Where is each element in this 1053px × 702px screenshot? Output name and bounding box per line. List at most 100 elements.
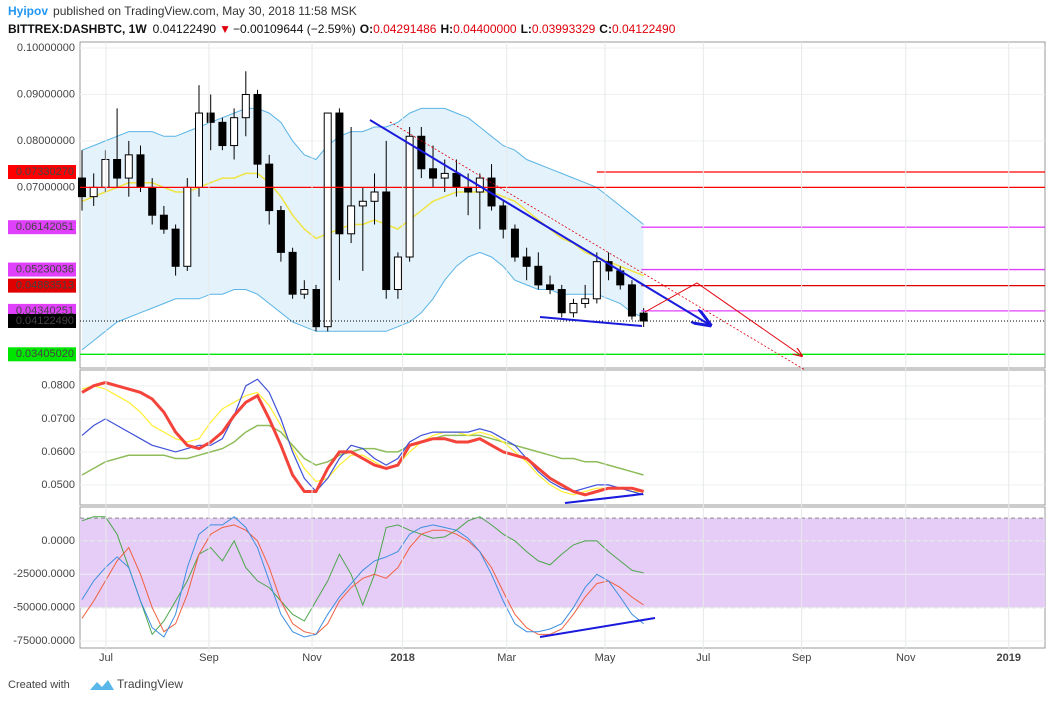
x-tick-label: Sep bbox=[199, 652, 219, 664]
y-tick-label: 0.09000000 bbox=[17, 88, 75, 100]
annotations bbox=[369, 119, 806, 638]
y-tick-label: 0.0000 bbox=[41, 535, 75, 547]
candle-body bbox=[136, 154, 145, 188]
y-tick-label: 0.07000000 bbox=[17, 181, 75, 193]
y-tick-label: 0.10000000 bbox=[17, 42, 75, 54]
candle-body bbox=[253, 93, 262, 165]
candle-body bbox=[452, 172, 461, 188]
ohlc-label: H: bbox=[440, 22, 453, 36]
line bbox=[81, 378, 644, 496]
candle-body bbox=[510, 228, 519, 258]
y-tick-label: -75000.0000 bbox=[13, 635, 75, 647]
candle-body bbox=[358, 200, 367, 207]
line bbox=[81, 385, 644, 496]
symbol: BITTREX:DASHBTC, 1W bbox=[8, 22, 147, 36]
level-label: 0.06142051 bbox=[16, 221, 74, 233]
candle-body bbox=[557, 289, 566, 314]
candle-body bbox=[347, 205, 356, 235]
candle-body bbox=[440, 172, 449, 179]
candle-body bbox=[592, 261, 601, 300]
trend-line bbox=[369, 119, 710, 325]
x-tick-label: May bbox=[595, 652, 616, 664]
level-label: 0.05230036 bbox=[16, 263, 74, 275]
level-label: 0.03405020 bbox=[16, 348, 74, 360]
candle-body bbox=[206, 112, 215, 123]
candle-body bbox=[546, 284, 555, 291]
publish-line: Hyipov published on TradingView.com, May … bbox=[8, 4, 357, 18]
y-tick-label: 0.08000000 bbox=[17, 135, 75, 147]
line bbox=[81, 107, 644, 225]
ohlc-value: 0.04400000 bbox=[453, 22, 517, 36]
candle-body bbox=[393, 256, 402, 291]
x-tick-label: Sep bbox=[792, 652, 812, 664]
candle-body bbox=[534, 265, 543, 286]
ohlc-label: C: bbox=[599, 22, 612, 36]
ohlc-value: 0.04291486 bbox=[373, 22, 437, 36]
level-label-box bbox=[8, 313, 76, 328]
author[interactable]: Hyipov bbox=[8, 4, 48, 18]
candle-body bbox=[382, 191, 391, 291]
candle-body bbox=[323, 112, 332, 328]
y-tick-label: 0.0500 bbox=[41, 479, 75, 491]
level-label-box bbox=[8, 220, 76, 235]
candle-body bbox=[464, 186, 473, 193]
level-label-box bbox=[8, 278, 76, 293]
y-tick-label: 0.0700 bbox=[41, 413, 75, 425]
published: published on TradingView.com, May 30, 20… bbox=[53, 4, 357, 18]
plot-area: 0.10000000 0.09000000 0.08000000 0.07000000… bbox=[8, 41, 1046, 664]
candle-body bbox=[499, 205, 508, 230]
candle-body bbox=[569, 302, 578, 314]
candle-body bbox=[581, 298, 590, 304]
candle-body bbox=[639, 312, 648, 322]
brand[interactable]: TradingView bbox=[117, 677, 183, 691]
candle-body bbox=[300, 289, 309, 295]
level-label-box bbox=[8, 165, 76, 180]
trend-line bbox=[539, 316, 643, 327]
symbol-line: BITTREX:DASHBTC, 1W 0.04122490 ▼ −0.0010964… bbox=[8, 22, 676, 36]
logo bbox=[90, 680, 114, 690]
x-tick-label: Jul bbox=[99, 652, 113, 664]
change: −0.00109644 (−2.59%) bbox=[233, 22, 356, 36]
candle-body bbox=[124, 154, 133, 179]
x-tick-label: Mar bbox=[497, 652, 516, 664]
footer-text: Created with bbox=[8, 679, 70, 691]
candle-body bbox=[159, 214, 168, 230]
y-tick-label: 0.0600 bbox=[41, 446, 75, 458]
candle-body bbox=[183, 186, 192, 267]
trend-line bbox=[539, 617, 656, 638]
candle-body bbox=[627, 284, 636, 317]
candle-body bbox=[195, 112, 204, 188]
candle-body bbox=[241, 93, 250, 119]
y-tick-label: -25000.0000 bbox=[13, 568, 75, 580]
x-tick-label: 2019 bbox=[996, 652, 1020, 664]
candle-body bbox=[288, 251, 297, 295]
panel bbox=[79, 369, 1046, 506]
trend-line bbox=[389, 121, 806, 371]
candle-body bbox=[148, 186, 157, 216]
level-label: 0.04883513 bbox=[16, 280, 74, 292]
candle-body bbox=[370, 191, 379, 202]
ohlc-value: 0.03993329 bbox=[532, 22, 596, 36]
level-label: 0.07330270 bbox=[16, 166, 74, 178]
level-label-box bbox=[8, 262, 76, 277]
x-tick-label: 2018 bbox=[390, 652, 414, 664]
forecast-arrow bbox=[644, 282, 802, 356]
ohlc-label: L: bbox=[521, 22, 532, 36]
last-price: 0.04122490 bbox=[153, 22, 217, 36]
candle-body bbox=[218, 121, 227, 147]
candle-body bbox=[101, 158, 110, 188]
level-label: 0.04122490 bbox=[16, 315, 74, 327]
change-arrow: ▼ bbox=[219, 22, 231, 36]
candle-body bbox=[89, 186, 98, 198]
candle-body bbox=[312, 289, 321, 328]
candle-body bbox=[276, 210, 285, 253]
level-label-box bbox=[8, 347, 76, 362]
band-fill bbox=[80, 518, 1045, 608]
x-tick-label: Nov bbox=[896, 652, 916, 664]
trend-line bbox=[564, 493, 644, 504]
y-tick-label: 0.0800 bbox=[41, 380, 75, 392]
candle-body bbox=[522, 256, 531, 267]
candle-body bbox=[171, 228, 180, 267]
ohlc-label: O: bbox=[360, 22, 373, 36]
